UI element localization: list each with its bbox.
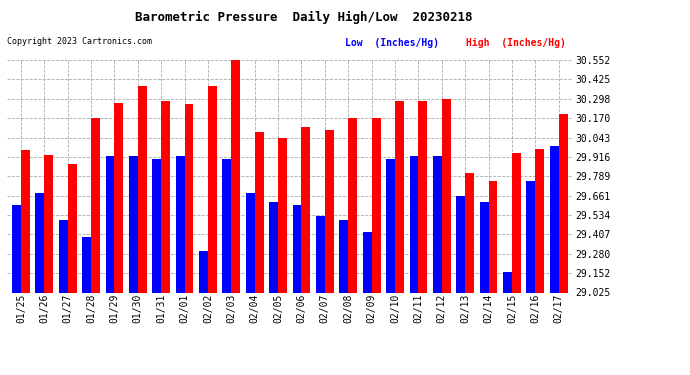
Bar: [129, 156, 138, 292]
Bar: [433, 156, 442, 292]
Bar: [293, 205, 302, 292]
Text: Copyright 2023 Cartronics.com: Copyright 2023 Cartronics.com: [7, 38, 152, 46]
Bar: [68, 164, 77, 292]
Bar: [550, 146, 559, 292]
Bar: [115, 103, 124, 292]
Bar: [106, 156, 115, 292]
Bar: [12, 205, 21, 292]
Bar: [21, 150, 30, 292]
Bar: [82, 237, 91, 292]
Bar: [152, 159, 161, 292]
Bar: [339, 220, 348, 292]
Bar: [208, 86, 217, 292]
Bar: [325, 130, 334, 292]
Bar: [372, 118, 380, 292]
Bar: [456, 196, 465, 292]
Bar: [231, 60, 240, 292]
Bar: [44, 155, 53, 292]
Bar: [363, 232, 372, 292]
Bar: [395, 101, 404, 292]
Bar: [91, 118, 100, 292]
Bar: [512, 153, 521, 292]
Bar: [409, 156, 418, 292]
Bar: [246, 193, 255, 292]
Bar: [222, 159, 231, 292]
Bar: [489, 181, 497, 292]
Bar: [465, 173, 474, 292]
Bar: [418, 101, 427, 292]
Bar: [269, 202, 278, 292]
Bar: [161, 101, 170, 292]
Text: High  (Inches/Hg): High (Inches/Hg): [466, 38, 566, 48]
Bar: [199, 251, 208, 292]
Bar: [386, 159, 395, 292]
Bar: [442, 99, 451, 292]
Bar: [316, 216, 325, 292]
Bar: [535, 148, 544, 292]
Text: Low  (Inches/Hg): Low (Inches/Hg): [345, 38, 439, 48]
Bar: [278, 138, 287, 292]
Bar: [185, 105, 193, 292]
Bar: [302, 127, 310, 292]
Text: Barometric Pressure  Daily High/Low  20230218: Barometric Pressure Daily High/Low 20230…: [135, 11, 473, 24]
Bar: [348, 118, 357, 292]
Bar: [526, 181, 535, 292]
Bar: [503, 272, 512, 292]
Bar: [59, 220, 68, 292]
Bar: [35, 193, 44, 292]
Bar: [559, 114, 568, 292]
Bar: [138, 86, 147, 292]
Bar: [480, 202, 489, 292]
Bar: [176, 156, 185, 292]
Bar: [255, 132, 264, 292]
